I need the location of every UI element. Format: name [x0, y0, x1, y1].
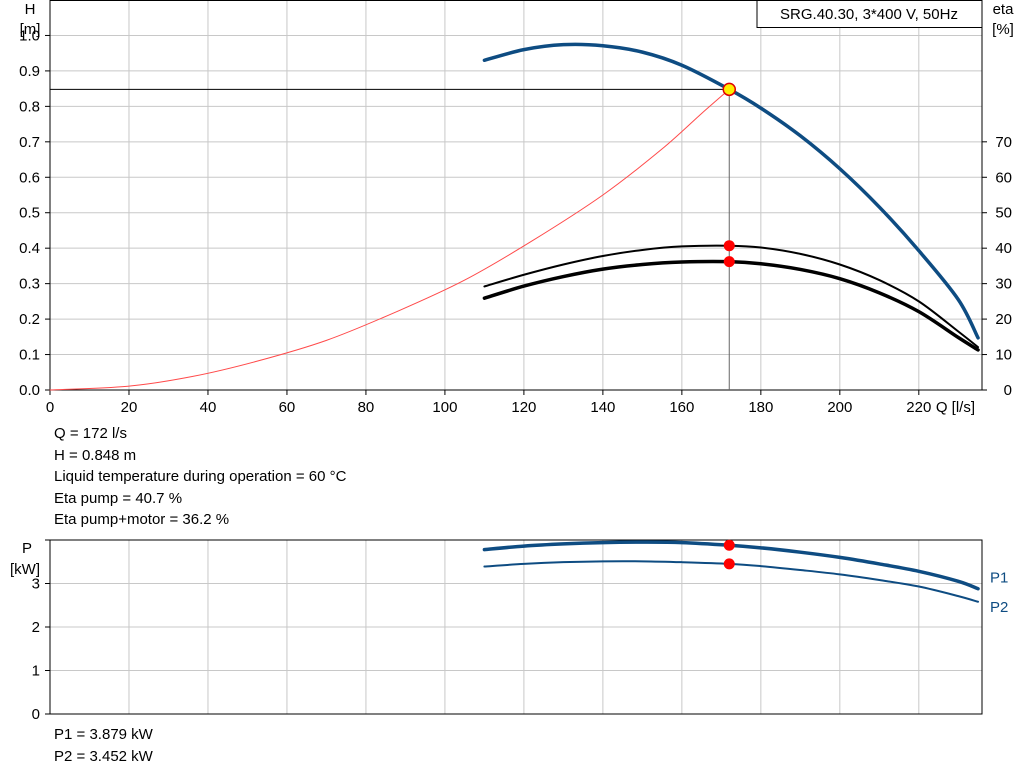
x-tick-label: 100	[432, 399, 457, 416]
y-tick-label: 0.7	[19, 134, 40, 151]
y-right-tick-label: 0	[1004, 382, 1012, 399]
x-tick-label: 0	[46, 399, 54, 416]
eta-pump-motor-curve	[482, 259, 980, 352]
y-tick-label: 0.3	[19, 276, 40, 293]
chart-labels: 0 20 40 60 80 100 120 140 160 180 200 2200.00.10.20…	[10, 0, 1015, 723]
x-axis-label: Q [l/s]	[936, 399, 975, 416]
p2-curve-label: P2	[990, 599, 1008, 616]
y-tick-label: 0.5	[19, 205, 40, 222]
p1-curve-label: P1	[990, 570, 1008, 587]
y-tick-label: 1.0	[19, 27, 40, 44]
y-tick-label: 0.2	[19, 311, 40, 328]
head-chart-series	[49, 42, 980, 391]
operating-point-readout: Q = 172 l/s H = 0.848 m Liquid temperatu…	[54, 423, 346, 531]
eta-marker	[723, 240, 735, 252]
flow-readout: Q = 172 l/s	[54, 425, 127, 442]
duty-point-marker	[722, 82, 737, 97]
y-tick-label: 0.9	[19, 63, 40, 80]
eta-pump-motor-readout: Eta pump+motor = 36.2 %	[54, 511, 230, 528]
eta-marker	[723, 256, 735, 268]
x-tick-label: 80	[358, 399, 375, 416]
x-tick-label: 20	[121, 399, 138, 416]
y-right-tick-label: 70	[995, 134, 1012, 151]
y-right-axis-unit-eta: [%]	[992, 21, 1014, 38]
power-chart-grid	[45, 539, 983, 715]
eta-pump-readout: Eta pump = 40.7 %	[54, 489, 183, 507]
y-tick-label: 0.1	[19, 347, 40, 364]
p1-readout: P1 = 3.879 kW	[54, 726, 153, 743]
x-tick-label: 180	[748, 399, 773, 416]
head-chart-grid	[45, 0, 987, 395]
power-chart-series	[482, 539, 980, 603]
head-curve	[482, 42, 980, 340]
y-right-tick-label: 20	[995, 311, 1012, 328]
pump-label: SRG.40.30, 3*400 V, 50Hz	[780, 6, 958, 23]
x-tick-label: 120	[511, 399, 536, 416]
p2-readout: P2 = 3.452 kW	[54, 747, 153, 765]
power-y-tick-label: 2	[32, 619, 40, 636]
power-axis-unit: [kW]	[10, 561, 40, 578]
power-chart-frame	[49, 539, 983, 715]
power-y-tick-label: 3	[32, 576, 40, 593]
y-tick-label: 0.4	[19, 240, 40, 257]
power-y-tick-label: 0	[32, 706, 40, 723]
p1-curve-marker	[723, 539, 735, 551]
p2-curve-marker	[723, 558, 735, 570]
p1-curve	[482, 540, 980, 591]
y-right-axis-label-eta: eta	[993, 1, 1015, 18]
x-tick-label: 200	[827, 399, 852, 416]
y-right-tick-label: 30	[995, 276, 1012, 293]
y-tick-label: 0.0	[19, 382, 40, 399]
power-axis-label: P	[22, 540, 32, 557]
power-readout: P1 = 3.879 kW P2 = 3.452 kW	[54, 724, 153, 767]
eta-pump-curve	[483, 244, 980, 349]
x-tick-label: 40	[200, 399, 217, 416]
x-tick-label: 140	[590, 399, 615, 416]
y-tick-label: 0.6	[19, 169, 40, 186]
p2-curve	[483, 560, 980, 603]
x-tick-label: 220	[906, 399, 931, 416]
temperature-readout: Liquid temperature during operation = 60…	[54, 468, 347, 485]
y-right-tick-label: 40	[995, 240, 1012, 257]
y-axis-label-h: H	[25, 1, 36, 18]
pump-label-box	[756, 0, 983, 28]
y-tick-label: 0.8	[19, 98, 40, 115]
power-y-tick-label: 1	[32, 663, 40, 680]
x-tick-label: 160	[669, 399, 694, 416]
system-curve	[49, 88, 730, 391]
head-chart-frame	[49, 0, 983, 391]
y-right-tick-label: 10	[995, 347, 1012, 364]
y-axis-unit-h: [m]	[20, 21, 41, 38]
y-right-tick-label: 50	[995, 205, 1012, 222]
y-right-tick-label: 60	[995, 169, 1012, 186]
x-tick-label: 60	[279, 399, 296, 416]
head-readout: H = 0.848 m	[54, 446, 137, 464]
